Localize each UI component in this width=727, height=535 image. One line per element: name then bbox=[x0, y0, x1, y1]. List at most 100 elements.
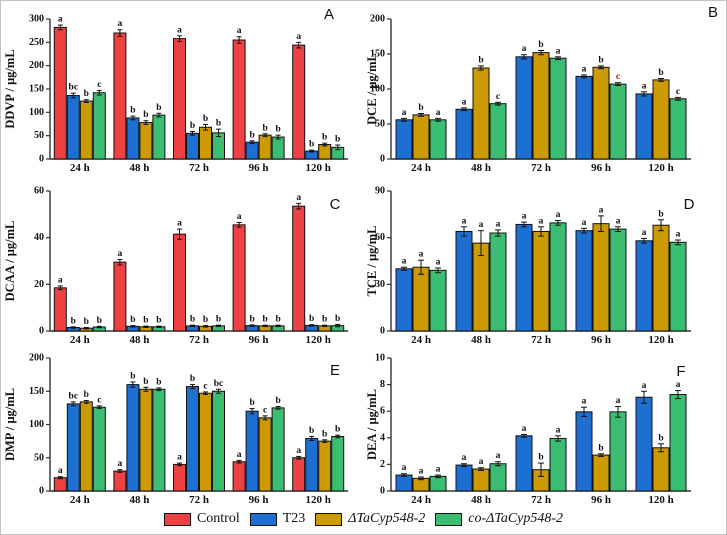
bar bbox=[412, 477, 430, 492]
x-category-label: 48 h bbox=[129, 334, 149, 346]
sig-letter: a bbox=[462, 216, 467, 226]
sig-letter: b bbox=[658, 209, 663, 219]
x-category-label: 72 h bbox=[189, 162, 209, 174]
x-category-label: 24 h bbox=[411, 162, 431, 174]
x-category-label: 120 h bbox=[648, 162, 673, 174]
sig-letter: a bbox=[522, 212, 527, 222]
bar bbox=[53, 287, 67, 332]
sig-letter: b bbox=[84, 89, 89, 99]
y-axis-title: DCE / μg/mL bbox=[365, 53, 379, 125]
x-category-label: 24 h bbox=[70, 162, 90, 174]
panel-F: 0 2 4 6 8 10 DEA / μg/mL 24 h a a a 48 h a a a 72 h a b a 9… bbox=[363, 353, 726, 505]
sig-letter: b bbox=[275, 396, 280, 406]
x-category-label: 24 h bbox=[70, 334, 90, 346]
sig-letter: b bbox=[216, 315, 221, 325]
bar bbox=[113, 32, 127, 160]
y-tick-label: 200 bbox=[370, 14, 385, 25]
y-tick-label: 4 bbox=[380, 432, 385, 443]
legend-item-0: Control bbox=[163, 512, 240, 526]
bar bbox=[139, 122, 153, 160]
bar bbox=[186, 132, 199, 160]
y-tick-label: 200 bbox=[29, 353, 44, 364]
sig-letter: a bbox=[58, 466, 63, 476]
x-category-label: 24 h bbox=[411, 494, 431, 505]
y-tick-label: 0 bbox=[39, 326, 44, 337]
bar bbox=[173, 38, 186, 160]
bar bbox=[126, 384, 140, 492]
sig-letter: b bbox=[275, 125, 280, 135]
sig-letter: b bbox=[143, 316, 148, 326]
sig-letter: a bbox=[642, 228, 647, 238]
bar bbox=[489, 463, 507, 492]
sig-letter: b bbox=[156, 377, 161, 387]
bar bbox=[126, 117, 140, 160]
x-category-label: 72 h bbox=[189, 494, 209, 505]
x-category-label: 24 h bbox=[70, 494, 90, 505]
bar bbox=[173, 233, 186, 332]
sig-letter: b bbox=[156, 316, 161, 326]
y-tick-label: 150 bbox=[29, 84, 44, 95]
bar bbox=[92, 406, 106, 492]
sig-letter: b bbox=[190, 315, 195, 325]
panel-letter: B bbox=[708, 4, 718, 21]
sig-letter: c bbox=[97, 80, 101, 90]
legend-swatch-t23 bbox=[249, 512, 277, 526]
bar bbox=[592, 66, 610, 160]
bar bbox=[429, 119, 447, 160]
sig-letter: a bbox=[419, 467, 424, 477]
y-axis-title: DCAA / μg/mL bbox=[3, 221, 17, 302]
sig-letter: b bbox=[84, 390, 89, 400]
sig-letter: b bbox=[249, 314, 254, 324]
x-category-label: 120 h bbox=[306, 494, 331, 505]
bar bbox=[635, 240, 653, 332]
bar bbox=[113, 470, 127, 492]
y-tick-label: 100 bbox=[370, 84, 385, 95]
sig-letter: a bbox=[436, 465, 441, 475]
x-category-label: 48 h bbox=[129, 162, 149, 174]
sig-letter: b bbox=[478, 55, 483, 65]
sig-letter: b bbox=[190, 374, 195, 384]
legend-item-2: ΔTaCyp548-2 bbox=[315, 512, 425, 526]
y-axis-title: DEA / μg/mL bbox=[365, 389, 379, 460]
sig-letter: a bbox=[642, 381, 647, 391]
bar bbox=[669, 394, 687, 492]
bar bbox=[395, 119, 413, 160]
bar bbox=[472, 67, 490, 160]
bar bbox=[395, 474, 413, 492]
bar bbox=[592, 223, 610, 332]
sig-letter: a bbox=[556, 210, 561, 220]
panel-letter: A bbox=[324, 6, 334, 23]
sig-letter: a bbox=[582, 65, 587, 75]
panel-A: 0 50 100 150 200 250 300 DDVP / μg/mL 24 h a bc b c 4… bbox=[1, 1, 361, 177]
sig-letter: a bbox=[237, 212, 242, 222]
bar bbox=[173, 463, 186, 492]
y-tick-label: 150 bbox=[29, 386, 44, 397]
y-tick-label: 200 bbox=[29, 60, 44, 71]
x-category-label: 72 h bbox=[531, 162, 551, 174]
x-category-label: 72 h bbox=[189, 334, 209, 346]
bar bbox=[245, 141, 259, 160]
y-tick-label: 50 bbox=[34, 452, 44, 463]
panel-B: 0 50 100 150 200 DCE / μg/mL 24 h a b a 48 h a b c 72 … bbox=[363, 1, 726, 177]
x-category-label: 120 h bbox=[306, 162, 331, 174]
bar bbox=[652, 447, 670, 492]
bar bbox=[113, 261, 127, 332]
bar bbox=[609, 83, 627, 160]
y-tick-label: 0 bbox=[39, 154, 44, 165]
x-category-label: 96 h bbox=[591, 334, 611, 346]
sig-letter: a bbox=[237, 26, 242, 36]
sig-letter: c bbox=[97, 395, 101, 405]
y-tick-label: 50 bbox=[375, 119, 385, 130]
sig-letter: a bbox=[237, 450, 242, 460]
panel-D: 0 30 60 90 TCE / μg/mL 24 h a a a 48 h a a a 72 h a a a 9… bbox=[363, 177, 726, 353]
panel-letter: C bbox=[330, 196, 341, 213]
bar bbox=[532, 52, 550, 160]
sig-letter: a bbox=[118, 249, 123, 259]
bar bbox=[292, 457, 306, 492]
x-category-label: 120 h bbox=[648, 494, 673, 505]
bar bbox=[609, 411, 627, 492]
sig-letter: a bbox=[296, 193, 301, 203]
sig-letter: c bbox=[676, 87, 680, 97]
